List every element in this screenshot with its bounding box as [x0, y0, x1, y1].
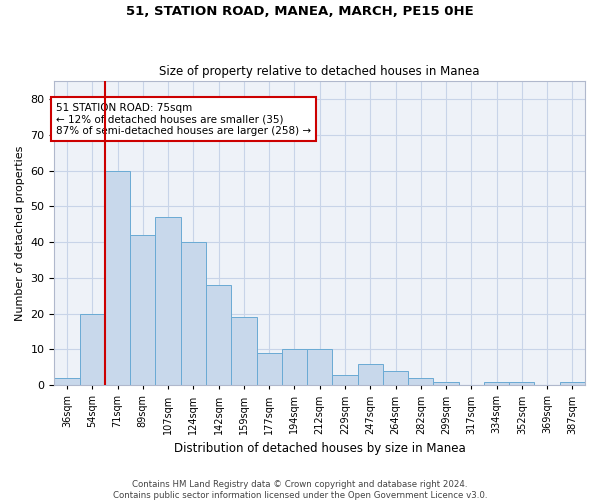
Bar: [55, 378, 80, 386]
Title: Size of property relative to detached houses in Manea: Size of property relative to detached ho…: [160, 66, 480, 78]
Bar: [155, 217, 181, 386]
Bar: [105, 170, 130, 386]
Text: 51 STATION ROAD: 75sqm
← 12% of detached houses are smaller (35)
87% of semi-det: 51 STATION ROAD: 75sqm ← 12% of detached…: [56, 102, 311, 136]
Bar: [307, 350, 332, 386]
Bar: [408, 378, 433, 386]
Y-axis label: Number of detached properties: Number of detached properties: [15, 146, 25, 321]
Bar: [231, 318, 257, 386]
Bar: [560, 382, 585, 386]
Bar: [282, 350, 307, 386]
Bar: [181, 242, 206, 386]
Bar: [509, 382, 535, 386]
Bar: [358, 364, 383, 386]
Bar: [257, 353, 282, 386]
Bar: [332, 374, 358, 386]
X-axis label: Distribution of detached houses by size in Manea: Distribution of detached houses by size …: [174, 442, 466, 455]
Text: 51, STATION ROAD, MANEA, MARCH, PE15 0HE: 51, STATION ROAD, MANEA, MARCH, PE15 0HE: [126, 5, 474, 18]
Bar: [383, 371, 408, 386]
Bar: [206, 285, 231, 386]
Bar: [130, 235, 155, 386]
Bar: [484, 382, 509, 386]
Bar: [80, 314, 105, 386]
Bar: [433, 382, 458, 386]
Text: Contains HM Land Registry data © Crown copyright and database right 2024.
Contai: Contains HM Land Registry data © Crown c…: [113, 480, 487, 500]
